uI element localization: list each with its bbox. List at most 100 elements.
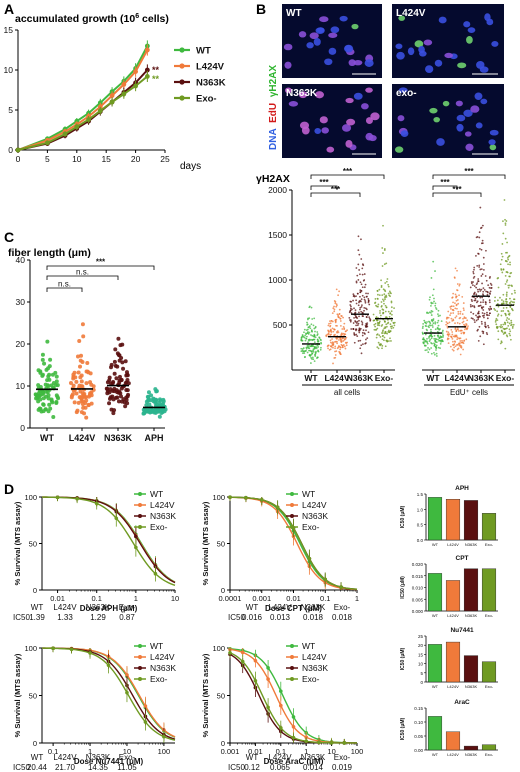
c-point <box>49 398 54 403</box>
b-point <box>430 330 432 333</box>
b-point <box>342 337 345 340</box>
b-point <box>389 325 392 328</box>
b-point <box>350 312 353 314</box>
b-point <box>424 321 427 324</box>
d-xtick-label: 10 <box>123 747 131 756</box>
nucleus <box>324 58 333 66</box>
d-point <box>94 501 99 506</box>
d-xtick-label: 0.0001 <box>219 594 242 603</box>
b-point <box>312 350 315 353</box>
d-xtick-label: 1 <box>134 594 138 603</box>
b-point <box>482 293 484 296</box>
b-point <box>316 357 318 359</box>
b-point <box>312 345 315 348</box>
b-point <box>306 351 309 354</box>
b-point <box>310 353 313 356</box>
c-point <box>158 398 163 403</box>
b-point <box>500 258 503 261</box>
nucleus <box>457 62 467 69</box>
b-point <box>482 256 485 259</box>
a-point <box>144 74 150 79</box>
d-point <box>55 495 60 500</box>
b-point <box>359 289 362 292</box>
nucleus <box>314 91 325 99</box>
c-point <box>141 411 146 416</box>
b-point <box>330 345 332 347</box>
b-point <box>378 321 381 324</box>
b-point <box>340 338 342 341</box>
ic50-value: 0.065 <box>270 763 291 772</box>
e-bar-Exo- <box>481 513 497 541</box>
ic50-row-label: IC50 <box>228 763 245 772</box>
b-point <box>340 343 343 346</box>
b-point <box>505 293 508 296</box>
b-point <box>477 318 479 321</box>
b-point <box>302 350 305 353</box>
d-point <box>253 678 258 683</box>
c-point <box>126 381 131 386</box>
b-point <box>483 316 485 319</box>
b-point <box>509 306 512 308</box>
b-point <box>435 344 438 347</box>
b-point <box>316 331 319 333</box>
b-point <box>440 320 443 323</box>
d-ytick-label: 0 <box>33 586 37 595</box>
b-point <box>479 301 482 304</box>
b-point <box>507 255 510 258</box>
b-point <box>359 347 362 350</box>
c-point <box>75 408 80 413</box>
b-point <box>451 333 454 336</box>
b-point <box>473 268 475 271</box>
b-point <box>357 279 360 281</box>
b-point <box>475 314 477 317</box>
b-point <box>511 308 514 311</box>
d-point <box>244 495 248 500</box>
c-point <box>44 389 49 394</box>
nucleus <box>319 16 329 23</box>
c-point <box>141 407 146 412</box>
e-ytick-label: 0.15 <box>414 706 423 711</box>
b-point <box>365 329 367 332</box>
b-point <box>365 338 367 341</box>
b-point <box>428 335 431 338</box>
b-point <box>357 235 360 238</box>
d-ytick-label: 0 <box>33 739 37 748</box>
b-point <box>311 318 314 320</box>
e-ytick-label: 10 <box>418 662 424 667</box>
e-bar-Exo- <box>481 744 497 751</box>
b-point <box>383 302 385 305</box>
c-ytick-label: 20 <box>16 339 26 349</box>
b-point <box>430 314 433 316</box>
e-bar-WT <box>427 497 443 541</box>
b-point <box>448 321 451 324</box>
b-point <box>506 327 508 330</box>
b-point <box>441 331 444 333</box>
b-point <box>509 338 512 341</box>
c-point <box>85 361 90 366</box>
b-point <box>454 302 456 305</box>
b-point <box>447 337 450 340</box>
b-point <box>382 288 385 291</box>
b-point <box>480 248 483 251</box>
d-ytick-label: 50 <box>217 540 225 549</box>
b-point <box>349 307 352 310</box>
d-legend-marker <box>138 492 142 496</box>
c-point <box>80 322 85 327</box>
d-point <box>275 505 280 510</box>
b-point <box>451 296 454 299</box>
b-point <box>496 310 499 313</box>
b-point <box>430 335 433 338</box>
b-point <box>445 323 447 326</box>
c-point <box>88 391 93 396</box>
b-point <box>439 314 441 317</box>
c-point <box>75 354 80 359</box>
d-xlabel: Dose CPT (μM) <box>265 604 322 613</box>
b-point <box>311 334 314 337</box>
b-point <box>305 335 308 338</box>
a-point <box>121 82 127 87</box>
b-point <box>353 341 356 344</box>
b-point <box>481 273 484 276</box>
c-point <box>41 389 46 394</box>
b-point <box>476 312 479 315</box>
a-ytick-label: 5 <box>8 105 13 115</box>
